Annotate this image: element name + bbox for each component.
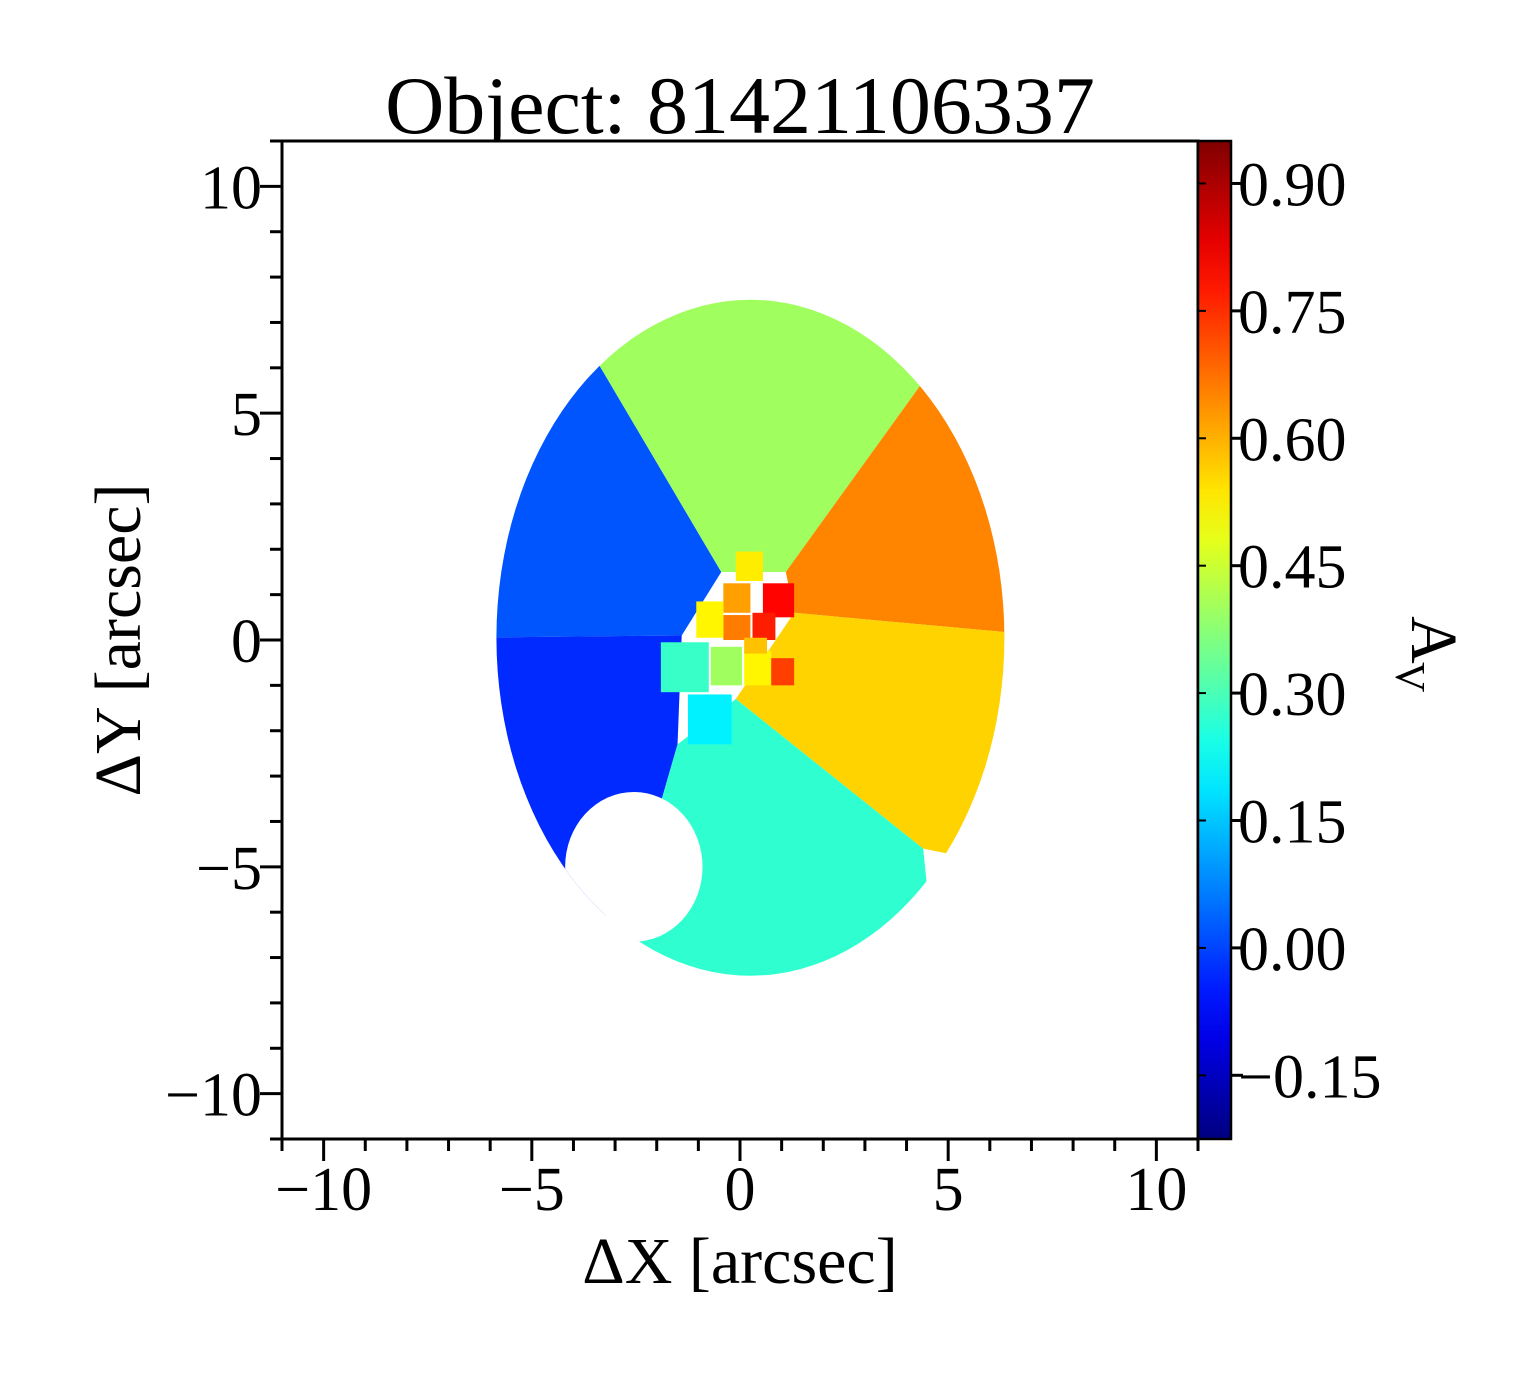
colorbar-tick-label: 0.90 <box>1238 151 1347 219</box>
colorbar-tick-label: 0.30 <box>1238 661 1347 729</box>
colorbar-tick-label: 0.60 <box>1238 406 1347 474</box>
av-bin-south <box>631 698 949 976</box>
av-small-bin-3 <box>762 583 795 618</box>
x-tick-label: 0 <box>725 1156 756 1224</box>
x-axis: −10 −5 0 5 10 <box>275 1139 1200 1224</box>
colorbar-tick-label: 0.15 <box>1238 788 1347 856</box>
av-bins <box>496 299 1005 976</box>
x-tick-label: −5 <box>499 1156 565 1224</box>
y-axis-label: ΔY [arcsec] <box>82 484 155 797</box>
av-bin-east-upper <box>785 322 1005 654</box>
x-tick-label: 5 <box>933 1156 964 1224</box>
av-small-bin-4 <box>752 612 776 640</box>
masked-region <box>565 791 703 942</box>
colorbar-label: A V <box>1386 616 1470 692</box>
colorbar-tick-label: 0.45 <box>1238 534 1347 602</box>
av-bin-west-upper <box>496 299 722 640</box>
colorbar-label-main: A <box>1397 616 1470 664</box>
colorbar <box>1196 139 1233 1141</box>
y-tick-label: −10 <box>165 1062 262 1130</box>
colorbar-label-sub: V <box>1386 662 1432 692</box>
av-small-bin-11 <box>744 637 768 654</box>
y-tick-label: 5 <box>231 381 262 449</box>
y-tick-label: 10 <box>200 154 262 222</box>
av-map <box>496 299 1005 976</box>
colorbar-tick-label: 0.00 <box>1238 916 1347 984</box>
av-small-bin-9 <box>744 651 772 686</box>
av-small-bin-2 <box>723 615 751 640</box>
x-tick-label: 10 <box>1125 1156 1187 1224</box>
av-bin-west-lower <box>496 635 682 976</box>
av-small-bin-7 <box>660 642 709 693</box>
colorbar-tick-label: −0.15 <box>1238 1043 1381 1111</box>
y-tick-label: 0 <box>231 608 262 676</box>
av-small-bin-6 <box>710 646 743 686</box>
av-small-bin-1 <box>723 583 751 613</box>
chart-title: Object: 81421106337 <box>385 60 1095 151</box>
y-tick-label: −5 <box>196 835 262 903</box>
av-small-bin-0 <box>735 551 763 582</box>
x-axis-label: ΔX [arcsec] <box>582 1225 897 1298</box>
av-bin-north <box>552 299 924 572</box>
colorbar-tick-label: 0.75 <box>1238 279 1347 347</box>
x-tick-label: −10 <box>275 1156 372 1224</box>
y-axis: −10 −5 0 5 10 <box>165 139 282 1141</box>
av-small-bin-8 <box>687 694 732 745</box>
colorbar-axis: −0.15 0.00 0.15 0.30 0.45 0.60 0.75 0.90 <box>1198 151 1381 1111</box>
av-small-bin-10 <box>771 658 795 686</box>
av-small-bin-5 <box>696 601 724 638</box>
